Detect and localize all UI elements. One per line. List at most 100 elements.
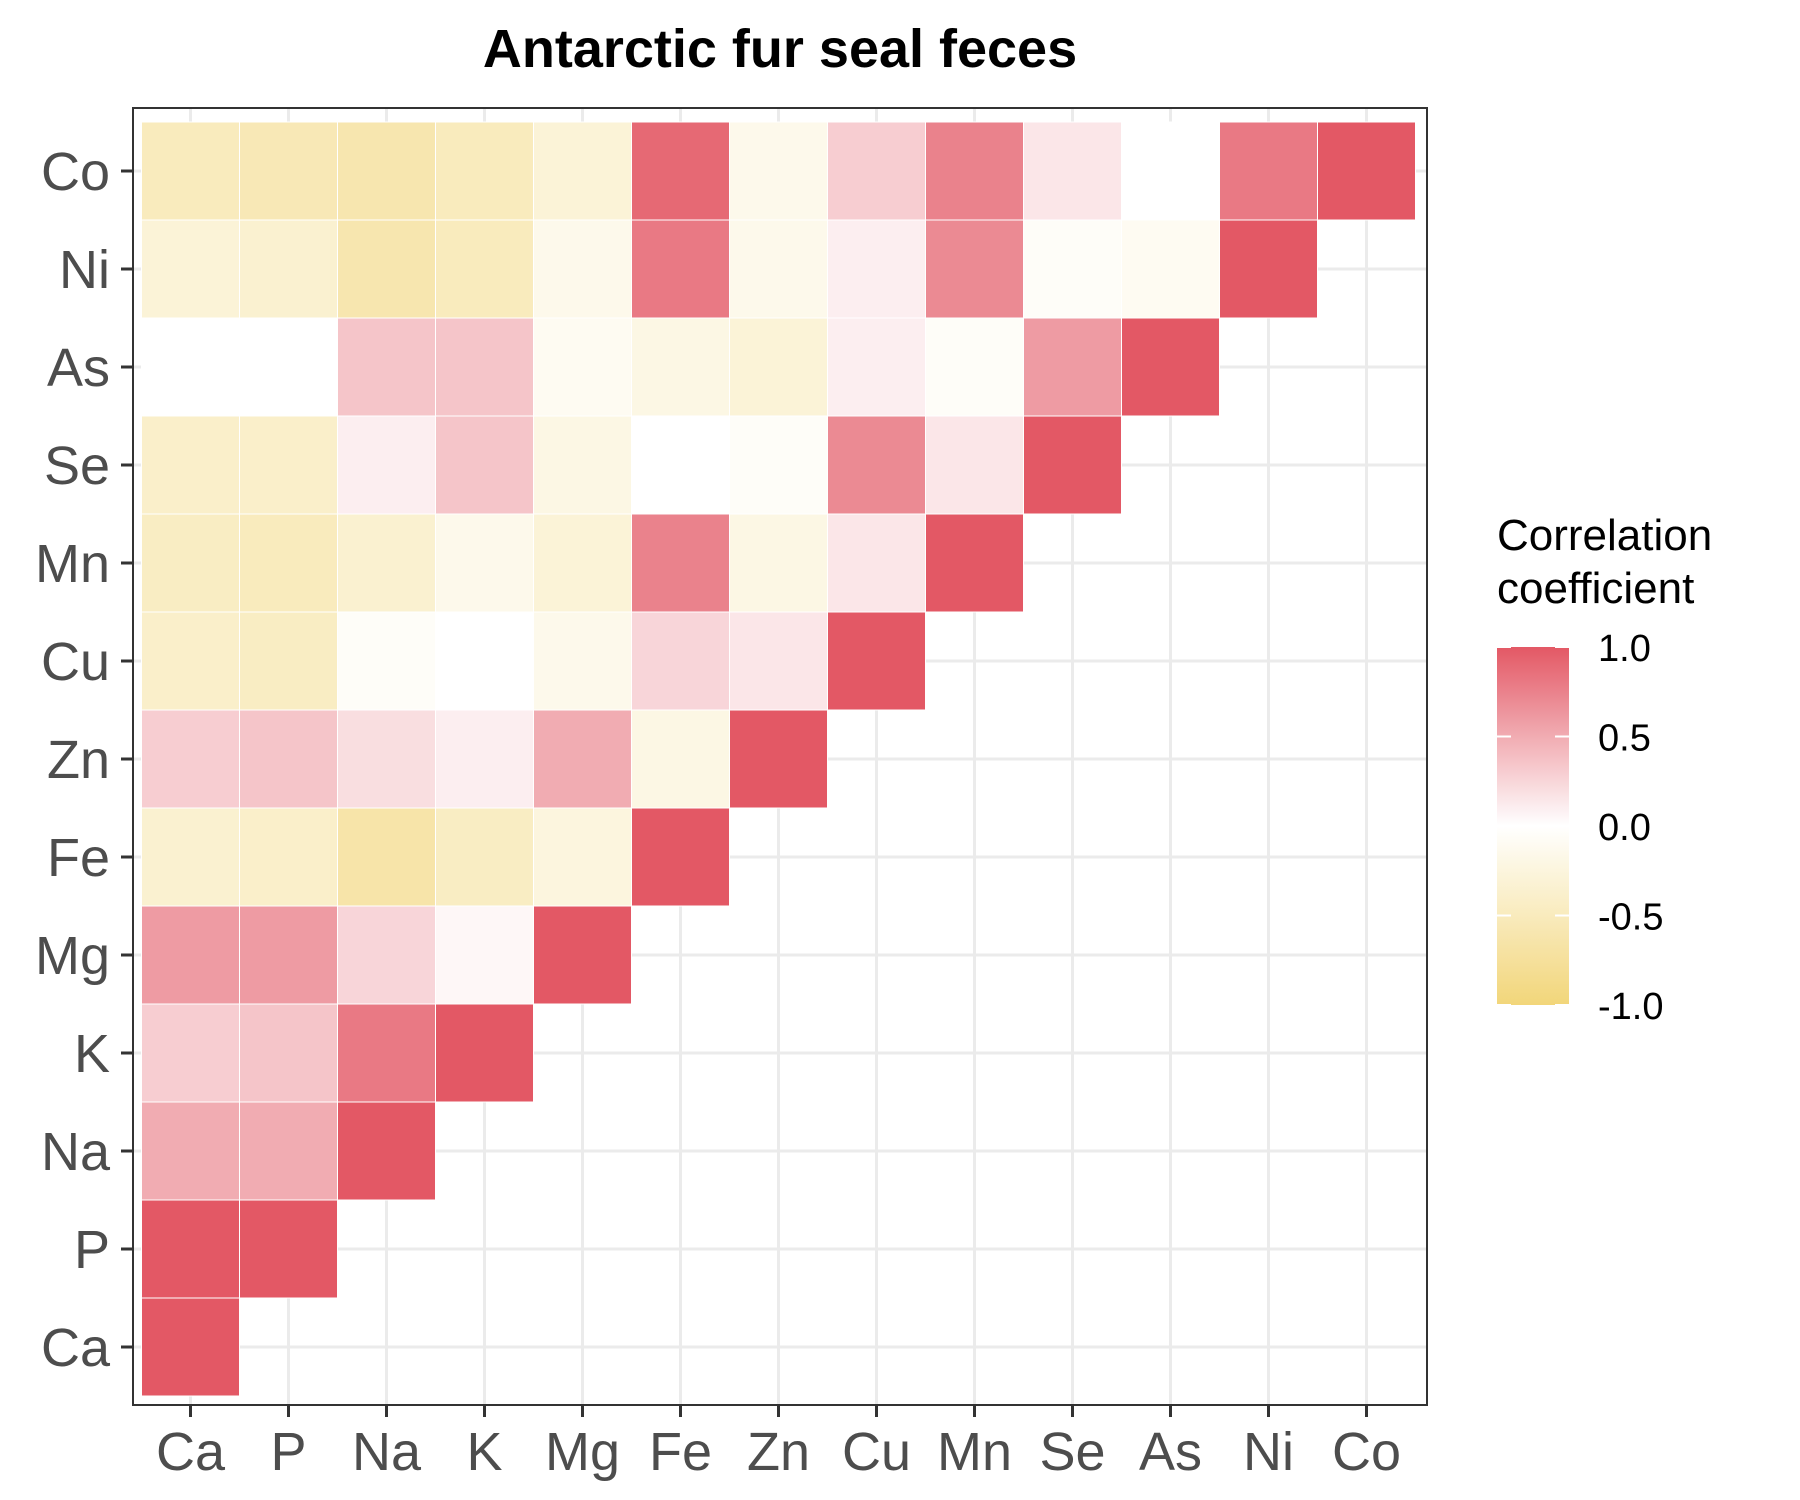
heatmap-cell-Na-Cu: [337, 611, 436, 711]
heatmap-cell-Zn-Co: [729, 121, 828, 221]
y-tick-label-Mg: Mg: [35, 926, 110, 986]
legend-title-line: Correlation: [1497, 511, 1712, 560]
heatmap-cell-Ca-Fe: [141, 807, 240, 907]
heatmap-cell-Cu-Mn: [827, 513, 926, 613]
heatmap-cell-Ca-Mn: [141, 513, 240, 613]
heatmap-cell-P-Mg: [239, 905, 338, 1005]
heatmap-cell-P-Se: [239, 415, 338, 515]
legend-break-label: 0.0: [1598, 807, 1651, 849]
heatmap-cell-As-Ni: [1121, 219, 1220, 319]
heatmap-cell-Na-Zn: [337, 709, 436, 809]
y-tick-label-Fe: Fe: [47, 828, 110, 888]
y-tick-label-As: As: [47, 338, 110, 398]
legend-break-label: -1.0: [1598, 986, 1663, 1028]
heatmap-cell-Mg-Se: [533, 415, 632, 515]
y-tick-label-Cu: Cu: [41, 632, 110, 692]
heatmap-cell-Mg-Cu: [533, 611, 632, 711]
legend-break-label: 1.0: [1598, 628, 1651, 670]
x-tick-label-Co: Co: [1332, 1422, 1401, 1482]
heatmap-cell-Fe-Co: [631, 121, 730, 221]
heatmap-cell-Mg-Co: [533, 121, 632, 221]
y-tick-label-P: P: [74, 1220, 110, 1280]
heatmap-cell-K-Ni: [435, 219, 534, 319]
x-tick-label-Fe: Fe: [649, 1422, 712, 1482]
x-tick-label-Mg: Mg: [545, 1422, 620, 1482]
y-tick-label-K: K: [74, 1024, 110, 1084]
heatmap-cell-Ca-Mg: [141, 905, 240, 1005]
heatmap-cell-P-Na: [239, 1101, 338, 1201]
y-tick-label-Co: Co: [41, 142, 110, 202]
x-tick-label-As: As: [1139, 1422, 1202, 1482]
heatmap-cell-Na-Na: [337, 1101, 436, 1201]
heatmap-cell-P-P: [239, 1199, 338, 1299]
heatmap-cell-Na-Se: [337, 415, 436, 515]
heatmap-cell-Zn-Ni: [729, 219, 828, 319]
heatmap-cell-P-Co: [239, 121, 338, 221]
heatmap-cell-Mg-Zn: [533, 709, 632, 809]
heatmap-cell-Cu-Cu: [827, 611, 926, 711]
heatmap-cell-Ca-Zn: [141, 709, 240, 809]
heatmap-cell-Ca-Co: [141, 121, 240, 221]
y-tick-label-Na: Na: [41, 1122, 111, 1182]
heatmap-cell-P-Mn: [239, 513, 338, 613]
legend-title-line: coefficient: [1497, 564, 1694, 613]
heatmap-cell-Fe-Se: [631, 415, 730, 515]
heatmap-cell-P-Ni: [239, 219, 338, 319]
heatmap-cell-K-Mn: [435, 513, 534, 613]
heatmap-cell-K-K: [435, 1003, 534, 1103]
x-tick-label-Zn: Zn: [747, 1422, 810, 1482]
heatmap-cell-Zn-Cu: [729, 611, 828, 711]
heatmap-cell-As-Co: [1121, 121, 1220, 221]
heatmap-cell-Ca-Se: [141, 415, 240, 515]
heatmap-cell-P-Zn: [239, 709, 338, 809]
heatmap-cell-Mn-Co: [925, 121, 1024, 221]
x-tick-label-Ni: Ni: [1243, 1422, 1294, 1482]
heatmap-cell-Na-Mg: [337, 905, 436, 1005]
heatmap-cell-K-Fe: [435, 807, 534, 907]
x-tick-label-Cu: Cu: [842, 1422, 911, 1482]
heatmap-cell-Na-K: [337, 1003, 436, 1103]
heatmap-cell-Cu-As: [827, 317, 926, 417]
heatmap-cell-Fe-Cu: [631, 611, 730, 711]
heatmap-cell-Cu-Se: [827, 415, 926, 515]
heatmap-cell-Mg-As: [533, 317, 632, 417]
y-tick-label-Ca: Ca: [41, 1318, 111, 1378]
x-tick-label-K: K: [466, 1422, 502, 1482]
heatmap-cell-K-Mg: [435, 905, 534, 1005]
y-tick-label-Zn: Zn: [47, 730, 110, 790]
y-tick-label-Ni: Ni: [59, 240, 110, 300]
heatmap-cell-K-Se: [435, 415, 534, 515]
heatmap-cell-Se-Ni: [1023, 219, 1122, 319]
legend-break-label: 0.5: [1598, 718, 1651, 760]
heatmap-cell-Ca-Ca: [141, 1297, 240, 1397]
x-tick-label-Se: Se: [1039, 1422, 1105, 1482]
heatmap-cell-P-Fe: [239, 807, 338, 907]
heatmap-cell-Ni-Ni: [1219, 219, 1318, 319]
heatmap-cell-Se-Se: [1023, 415, 1122, 515]
heatmap-cell-K-Co: [435, 121, 534, 221]
heatmap-cell-Mn-Ni: [925, 219, 1024, 319]
heatmap-cell-Mn-Mn: [925, 513, 1024, 613]
heatmap-cell-Ca-K: [141, 1003, 240, 1103]
heatmap-cell-P-Cu: [239, 611, 338, 711]
heatmap-cell-Mn-Se: [925, 415, 1024, 515]
heatmap-cell-Na-As: [337, 317, 436, 417]
heatmap-cell-Fe-As: [631, 317, 730, 417]
heatmap-cell-Na-Co: [337, 121, 436, 221]
plot-panel: Ca P Na K Mg Fe Zn Cu Mn Se As Ni Co Ca P Na K Mg Fe Zn Cu Mn…: [35, 107, 1428, 1482]
heatmap-cell-Ca-Ni: [141, 219, 240, 319]
heatmap-cell-Mg-Ni: [533, 219, 632, 319]
heatmap-cell-Fe-Fe: [631, 807, 730, 907]
heatmap-cell-Zn-Mn: [729, 513, 828, 613]
heatmap-cell-Ca-P: [141, 1199, 240, 1299]
heatmap-cell-Na-Mn: [337, 513, 436, 613]
heatmap-cell-Ni-Co: [1219, 121, 1318, 221]
heatmap-cell-K-Zn: [435, 709, 534, 809]
heatmap-cell-K-Cu: [435, 611, 534, 711]
heatmap-cell-Fe-Mn: [631, 513, 730, 613]
x-tick-label-Ca: Ca: [156, 1422, 226, 1482]
heatmap-cell-Fe-Zn: [631, 709, 730, 809]
heatmap-cell-As-As: [1121, 317, 1220, 417]
heatmap-cell-Se-Co: [1023, 121, 1122, 221]
